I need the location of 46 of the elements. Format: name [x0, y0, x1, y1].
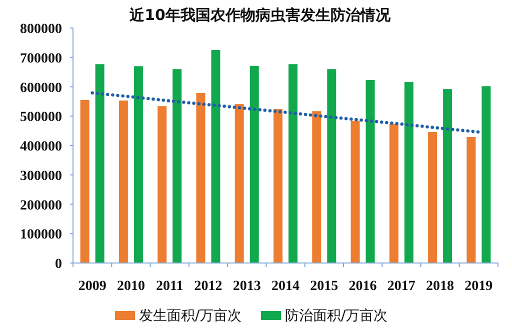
y-tick-label: 800000 [20, 22, 62, 37]
bar [288, 64, 298, 263]
bar [118, 100, 128, 263]
bar [428, 132, 438, 263]
bar [389, 124, 398, 263]
y-tick-label: 200000 [20, 198, 62, 214]
bar [366, 80, 375, 263]
chart-title: 近10年我国农作物病虫害发生防治情况 [128, 6, 392, 24]
x-tick-label: 2017 [387, 279, 416, 294]
y-tick-label: 700000 [20, 51, 62, 66]
bar [196, 92, 206, 263]
bar [466, 136, 476, 263]
bar [327, 69, 336, 263]
bar [95, 64, 104, 263]
y-tick-label: 400000 [20, 140, 62, 154]
bar [274, 109, 282, 263]
bar [312, 111, 322, 263]
legend-label: 防治面积/万亩次 [285, 308, 388, 324]
x-tick-label: 2010 [116, 279, 145, 294]
bar [443, 89, 452, 263]
bar [482, 86, 491, 263]
bar [80, 100, 90, 263]
bar [211, 50, 220, 263]
bar [350, 120, 360, 263]
y-tick-label: 100000 [20, 228, 62, 243]
bar [172, 69, 182, 263]
x-tick-label: 2013 [232, 279, 261, 294]
y-tick-label: 300000 [20, 168, 62, 184]
x-tick-label: 2012 [194, 279, 222, 294]
bar [250, 66, 259, 263]
line-series [90, 91, 480, 134]
x-tick-label: 2009 [78, 279, 106, 294]
bar [158, 106, 167, 263]
x-tick-label: 2014 [272, 279, 300, 294]
bar [234, 104, 244, 263]
x-tick-label: 2019 [464, 279, 493, 294]
x-tick-label: 2018 [426, 279, 454, 294]
x-tick-label: 2011 [156, 279, 184, 294]
bar [134, 66, 143, 263]
x-tick-label: 2015 [310, 279, 338, 294]
legend-label: 发生面积/万亩次 [139, 308, 242, 324]
y-tick-label: 600000 [20, 80, 62, 96]
x-tick-label: 2016 [348, 279, 377, 294]
y-tick-label: 500000 [20, 110, 62, 126]
y-tick-label: 0 [55, 257, 62, 272]
bar [404, 82, 414, 263]
